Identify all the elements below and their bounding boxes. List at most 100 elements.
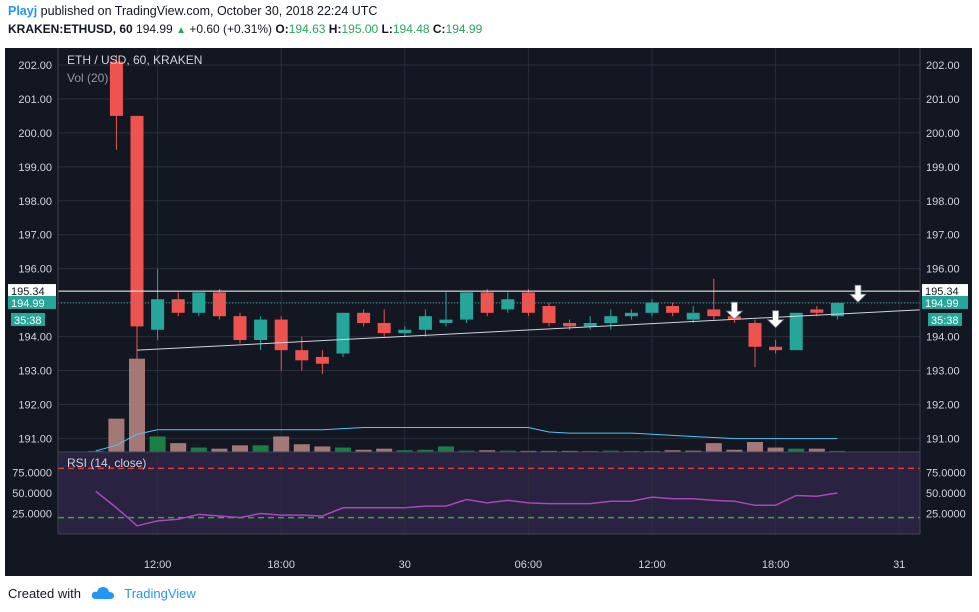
price-tick-left: 192.00 [18,399,52,411]
hline-label-left: 195.34 [11,286,45,298]
countdown-label-left-bg [11,312,45,326]
volume-bar [644,450,660,452]
hline-label-right: 195.34 [925,286,959,298]
price-chart[interactable]: 202.00 202.00 201.00 201.00 200.00 200.00 199.… [0,42,979,576]
created-with-label: Created with [8,586,81,601]
published-text: published on TradingView.com, October 30… [40,4,378,18]
open-label: O: [275,22,289,36]
price-tick-right: 194.00 [926,332,960,344]
price-tick-left: 201.00 [18,94,52,106]
volume-bar [664,450,681,452]
price-tick-left: 200.00 [18,128,52,140]
countdown-label-right-bg [928,312,962,326]
candle-body [707,309,721,317]
last-price-label-right-bg [922,295,968,309]
last-price: 194.99 [136,22,173,36]
volume-bars [87,358,846,452]
volume-bar [87,450,104,452]
candle-body [357,312,371,323]
volume-bar [520,450,537,452]
tradingview-link[interactable]: TradingView [124,586,196,601]
trendline [136,309,921,351]
rsi-legend: RSI (14, close) [67,456,146,470]
time-tick: 30 [399,559,411,571]
volume-bar [376,448,393,452]
rsi-tick-right: 50.0000 [926,488,966,500]
volume-bar [458,450,475,452]
candle-body [377,322,391,334]
down-arrow-icon [849,284,867,303]
candle-body [109,61,123,116]
price-tick-right: 200.00 [926,128,960,140]
price-tick-left: 196.00 [18,264,52,276]
chart-title: ETH / USD, 60, KRAKEN [67,53,202,67]
close-label: C: [432,22,446,36]
down-arrow-icon [725,301,744,320]
price-tick-left: 197.00 [18,230,52,242]
price-tick-right: 199.00 [926,162,960,174]
axes: 202.00 202.00 201.00 201.00 200.00 200.00 199.… [8,48,968,571]
price-tick-right: 198.00 [926,196,960,208]
candle-body [624,312,638,317]
candle-body [315,356,329,364]
time-tick: 18:00 [267,559,295,571]
volume-bar [499,450,516,452]
rsi-pane[interactable] [58,452,920,534]
candles [109,54,844,374]
candle-body [295,350,309,361]
time-tick: 12:00 [144,559,172,571]
volume-bar [623,450,640,452]
last-price-label-left: 194.99 [11,298,45,310]
price-tick-right: 202.00 [926,60,960,72]
candle-body [686,312,700,320]
hline-label-right-bg [922,284,968,298]
price-pane[interactable] [58,48,920,452]
candle-body [521,292,535,313]
candle-body [563,322,577,327]
last-price-label-right: 194.99 [925,298,959,310]
candle-body [254,319,268,340]
candle-body [748,322,762,347]
candle-body [212,292,226,317]
author-link[interactable]: Playj [8,4,38,18]
volume-bar [829,450,846,452]
candle-body [233,316,247,340]
price-tick-left: 193.00 [18,366,52,378]
volume-bar [314,446,331,452]
price-tick-right: 191.00 [926,433,960,445]
price-tick-left: 202.00 [18,60,52,72]
low-value: 194.48 [392,22,430,36]
candle-body [151,299,165,330]
candle-body [501,299,515,310]
hline-label-left-bg [8,284,56,298]
candle-body [418,316,432,330]
close-value: 194.99 [445,22,483,36]
high-value: 195.00 [341,22,379,36]
volume-bar [438,446,454,452]
volume-bar [149,436,166,452]
volume-bar [561,450,578,452]
candle-body [583,322,597,327]
volume-bar [541,450,557,452]
candle-body [769,346,783,351]
volume-bar [129,358,145,452]
rsi-tick-right: 25.0000 [926,509,966,521]
price-tick-left: 199.00 [18,162,52,174]
ohlc-legend: KRAKEN:ETHUSD, 60 194.99 ▲ +0.60 (+0.31%… [8,22,482,36]
candle-body [666,306,680,313]
tradingview-logo-icon [91,586,115,603]
candle-body [645,302,659,313]
volume-bar [602,450,619,452]
countdown-label-right: 35:38 [931,315,959,327]
low-label: L: [381,22,393,36]
volume-bar [335,447,351,452]
volume-bar [211,448,228,452]
candle-body [398,329,412,334]
volume-bar [705,443,722,452]
volume-bar [685,450,702,452]
candle-body [789,312,803,351]
candle-body [542,306,556,323]
rsi-tick-left: 50.0000 [12,488,52,500]
price-tick-right: 201.00 [926,94,960,106]
candle-body [130,115,144,327]
